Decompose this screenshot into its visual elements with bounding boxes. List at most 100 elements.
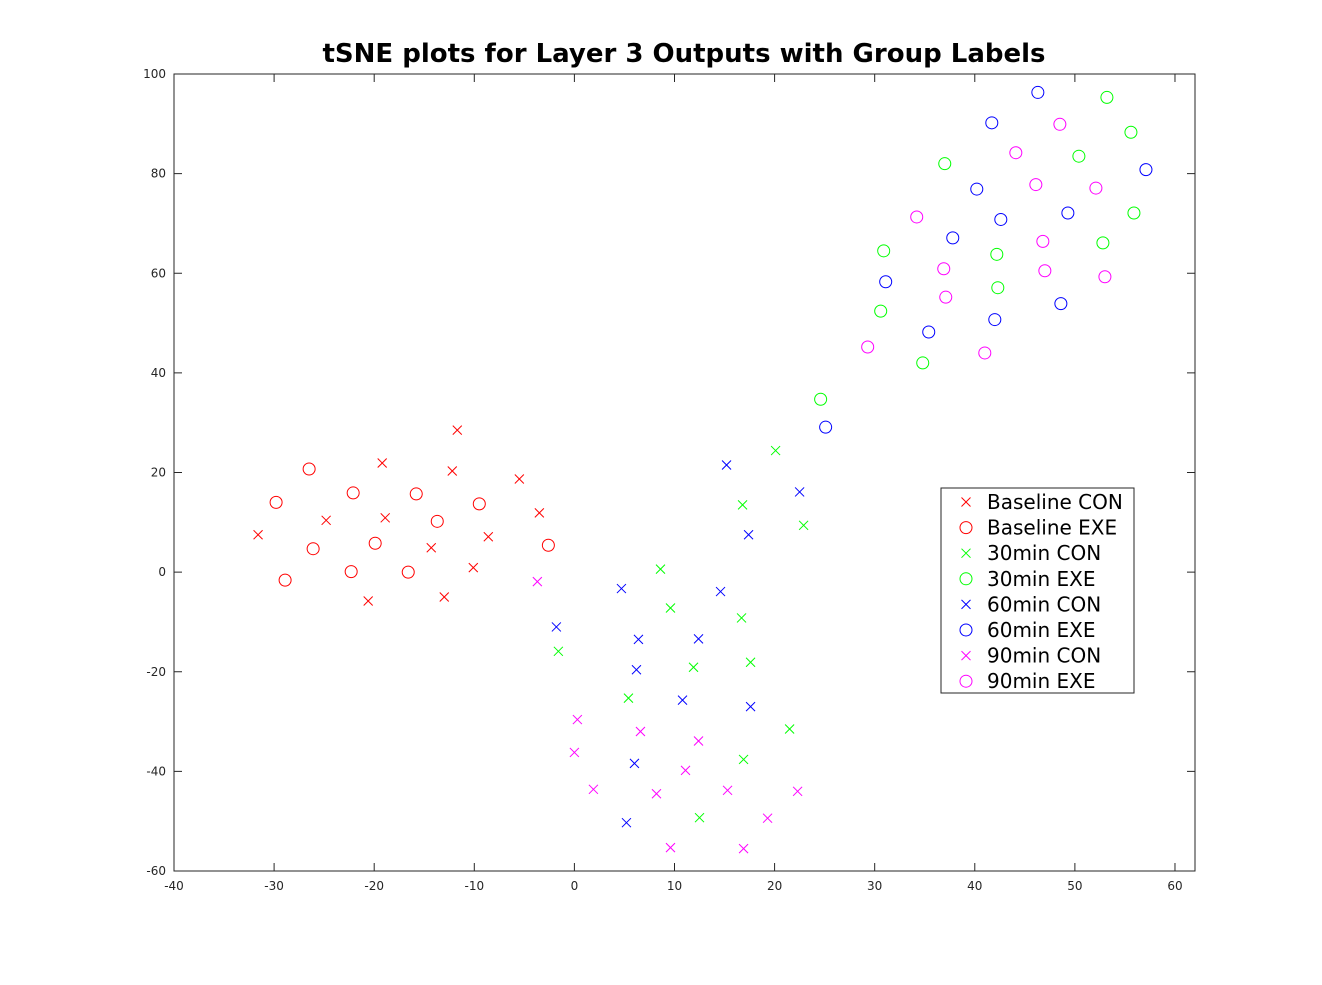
data-point [877,244,891,258]
data-point [680,765,691,776]
x-tick-label: -30 [264,879,284,893]
data-point [588,784,599,795]
data-point [677,695,688,705]
data-point [874,304,888,318]
data-point [1061,206,1075,220]
data-point [409,487,423,501]
y-tick-label: -60 [146,864,166,878]
legend-box [940,487,1135,694]
x-tick-label: -20 [364,879,384,893]
data-point [253,529,263,540]
data-point [814,392,828,406]
data-point [784,724,795,734]
data-point [1124,125,1138,139]
legend-label: Baseline CON [987,490,1123,514]
data-point [439,592,450,602]
series-1 [269,462,555,587]
data-point [721,460,732,470]
data-point [572,714,583,725]
legend-label: 90min CON [987,644,1101,668]
data-point [985,116,999,130]
data-point [616,583,627,594]
x-tick-label: 10 [667,879,682,893]
legend-marker [961,599,971,610]
y-tick-label: 80 [151,167,166,181]
data-point [798,520,809,531]
data-point [745,657,756,668]
legend-label: 30min EXE [987,567,1096,591]
data-point [665,842,676,853]
data-point [655,564,666,574]
data-point [990,247,1004,261]
data-point [1072,149,1086,163]
data-point [447,466,458,476]
x-tick-label: 40 [967,879,982,893]
data-point [346,486,360,500]
data-point [736,613,747,623]
series-2 [553,445,809,823]
data-point [1053,117,1067,131]
x-tick-label: -10 [464,879,484,893]
data-point [819,420,833,434]
plot-area: -40 -30 -20 -10 0 10 20 30 40 50 60-60-40-20020406… [143,67,1196,893]
x-tick-label: 20 [767,879,782,893]
data-point [694,812,705,823]
data-point [551,622,562,632]
data-point [302,462,316,476]
legend-marker [961,650,971,661]
legend-label: 60min EXE [987,618,1096,642]
data-point [722,785,733,796]
data-point [1127,206,1141,220]
y-tick-label: -40 [146,764,166,778]
data-point [738,754,749,765]
legend-marker [959,623,973,637]
y-tick-label: 0 [158,565,166,579]
data-point [1096,236,1110,250]
data-point [1139,163,1153,177]
data-point [621,817,632,828]
data-point [1098,270,1112,284]
data-point [939,290,953,304]
data-point [916,356,930,370]
data-point [991,281,1005,295]
y-tick-label: 20 [151,466,166,480]
data-point [665,603,676,613]
data-point [792,786,803,797]
data-point [1089,181,1103,195]
data-point [1029,178,1043,192]
x-tick-label: 0 [571,879,579,893]
data-point [978,346,992,360]
data-point [922,325,936,339]
data-point [715,586,726,597]
data-point [278,573,292,587]
data-point [1100,90,1114,104]
data-point [651,788,662,799]
data-point [483,531,494,542]
data-point [633,634,644,645]
data-point [693,736,704,746]
x-tick-label: -40 [164,879,184,893]
data-point [693,634,704,644]
data-point [541,538,555,552]
x-tick-label: 60 [1167,879,1182,893]
data-point [1036,234,1050,248]
data-point [468,562,479,573]
data-point [380,512,391,523]
x-tick-label: 50 [1067,879,1082,893]
data-point [1009,146,1023,160]
data-point [430,514,444,528]
data-point [988,313,1002,327]
data-point [737,500,748,510]
series-0 [253,425,545,606]
data-point [770,445,781,456]
data-point [910,210,924,224]
data-point [688,662,699,673]
data-point [861,340,875,354]
data-point [553,646,564,657]
legend-label: 60min CON [987,592,1101,616]
data-point [623,693,634,704]
data-point [321,515,332,526]
data-point [1038,264,1052,278]
